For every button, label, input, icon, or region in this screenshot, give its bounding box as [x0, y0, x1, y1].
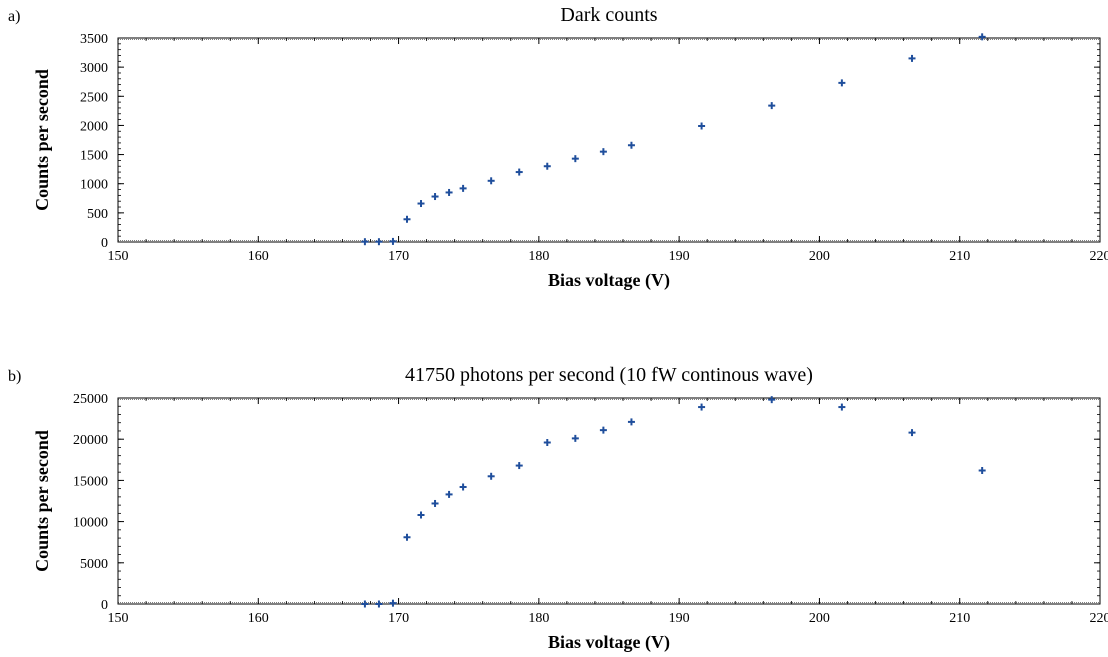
y-tick-label: 3500 [80, 32, 108, 47]
y-axis-label: Counts per second [32, 69, 52, 211]
data-point [389, 237, 397, 245]
data-point [599, 148, 607, 156]
x-tick-label: 200 [809, 249, 830, 264]
y-tick-label: 15000 [73, 474, 108, 489]
data-point [417, 511, 425, 519]
data-point [515, 168, 523, 176]
y-tick-label: 25000 [73, 392, 108, 407]
plot-area-b: 150 160 170 180 190 200 210 220 0 5000 10000 15000 2… [32, 392, 1108, 653]
x-tick-label: 200 [809, 611, 830, 626]
data-point [543, 438, 551, 446]
data-point [445, 188, 453, 196]
y-tick-label: 1000 [80, 178, 108, 193]
y-tick-label: 3000 [80, 61, 108, 76]
data-point [978, 467, 986, 475]
chart-title-a: Dark counts [560, 4, 658, 26]
data-point [459, 184, 467, 192]
data-point [361, 238, 369, 246]
y-tick-label: 5000 [80, 557, 108, 572]
data-point [375, 600, 383, 608]
x-tick-label: 210 [949, 611, 970, 626]
x-tick-label: 220 [1090, 249, 1108, 264]
data-point [627, 141, 635, 149]
data-point [838, 403, 846, 411]
x-tick-label: 190 [669, 611, 690, 626]
data-point [571, 434, 579, 442]
y-tick-label: 2000 [80, 119, 108, 134]
data-point [838, 79, 846, 87]
x-tick-label: 180 [528, 249, 549, 264]
x-axis-label: Bias voltage (V) [548, 270, 670, 291]
data-point [571, 155, 579, 163]
x-tick-label: 170 [388, 611, 409, 626]
x-tick-label: 180 [528, 611, 549, 626]
data-point [417, 200, 425, 208]
panel-label-b: b) [8, 368, 22, 385]
plot-area-a: 150 160 170 180 190 200 210 220 0 500 1000 1500 2000… [32, 32, 1108, 291]
data-point [487, 472, 495, 480]
panel-label-a: a) [8, 8, 21, 25]
data-point [375, 238, 383, 246]
data-point [459, 483, 467, 491]
y-tick-label: 0 [101, 236, 108, 251]
chart-panel-b: b) 41750 photons per second (10 fW conti… [0, 360, 1108, 657]
data-point [445, 490, 453, 498]
chart-title-b: 41750 photons per second (10 fW continou… [405, 364, 813, 386]
x-tick-label: 160 [248, 249, 269, 264]
data-point [403, 533, 411, 541]
data-point [768, 396, 776, 404]
y-tick-label: 2500 [80, 90, 108, 105]
data-point [908, 429, 916, 437]
data-point [599, 426, 607, 434]
y-axis-label: Counts per second [32, 430, 52, 572]
x-tick-label: 210 [949, 249, 970, 264]
data-point [403, 215, 411, 223]
data-point [698, 122, 706, 130]
x-axis-label: Bias voltage (V) [548, 632, 670, 653]
y-tick-label: 1500 [80, 149, 108, 164]
data-point [515, 462, 523, 470]
data-point [627, 418, 635, 426]
data-point [431, 499, 439, 507]
data-point [543, 162, 551, 170]
data-point [361, 600, 369, 608]
plot-frame [117, 37, 1101, 243]
data-point [487, 177, 495, 185]
data-point [978, 33, 986, 41]
y-tick-label: 500 [87, 207, 108, 222]
x-tick-label: 160 [248, 611, 269, 626]
data-point [768, 102, 776, 110]
x-tick-label: 190 [669, 249, 690, 264]
x-tick-label: 150 [108, 611, 129, 626]
y-tick-label: 0 [101, 598, 108, 613]
x-tick-label: 170 [388, 249, 409, 264]
data-point [431, 193, 439, 201]
x-tick-label: 220 [1090, 611, 1108, 626]
data-point [698, 403, 706, 411]
y-tick-label: 10000 [73, 516, 108, 531]
plot-frame [117, 397, 1101, 605]
data-point [389, 599, 397, 607]
y-tick-label: 20000 [73, 433, 108, 448]
chart-panel-a: a) Dark counts 150 160 170 180 190 200 210 220 0… [0, 0, 1108, 300]
data-point [908, 54, 916, 62]
x-tick-label: 150 [108, 249, 129, 264]
